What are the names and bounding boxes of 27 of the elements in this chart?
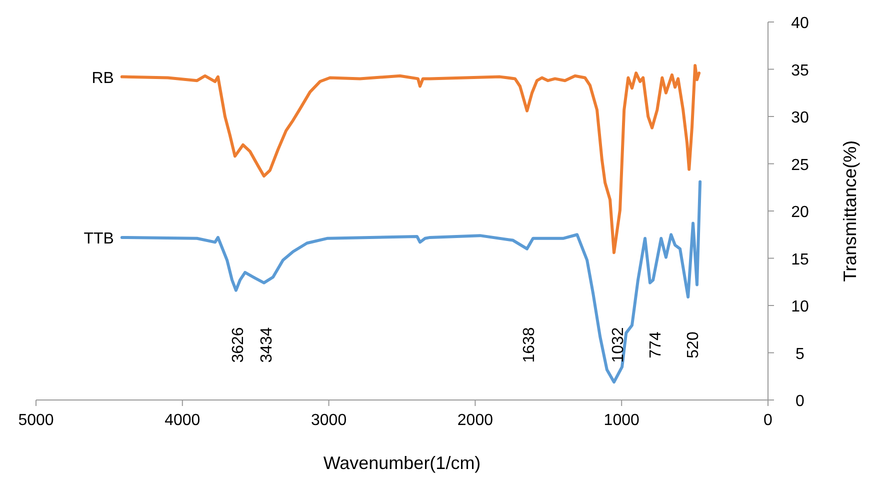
line-series (120, 180, 702, 384)
y-axis-title: Transmittance(%) (840, 140, 860, 282)
x-tick-label: 4000 (164, 412, 200, 429)
series-label: TTB (84, 230, 114, 248)
annotation: 520 (684, 332, 702, 358)
y-tick-label: 0 (796, 393, 805, 410)
y-tick-label: 35 (791, 62, 809, 80)
x-tick-label: 0 (764, 412, 773, 429)
x-tick-label: 3000 (311, 412, 347, 429)
y-tick-label: 40 (791, 15, 809, 32)
y-tick-label: 20 (791, 204, 809, 221)
y-tick-label: 15 (791, 251, 809, 268)
y-tick-label: 10 (791, 298, 809, 316)
y-tick-label: 30 (791, 110, 809, 126)
y-tick-label: 25 (791, 156, 809, 174)
annotation: 3626 (230, 327, 248, 363)
series-label: RB (92, 70, 114, 87)
x-tick-label: 1000 (604, 412, 640, 429)
annotation: 3434 (258, 327, 276, 363)
annotation: 774 (648, 332, 665, 358)
annotation: 1638 (521, 327, 538, 363)
x-tick-label: 2000 (457, 412, 494, 429)
x-axis-title: Wavenumber(1/cm) (323, 453, 481, 473)
x-tick-label: 5000 (18, 412, 54, 429)
annotation: 1032 (610, 327, 627, 363)
y-tick-label: 5 (796, 346, 805, 363)
line-series (120, 64, 701, 254)
